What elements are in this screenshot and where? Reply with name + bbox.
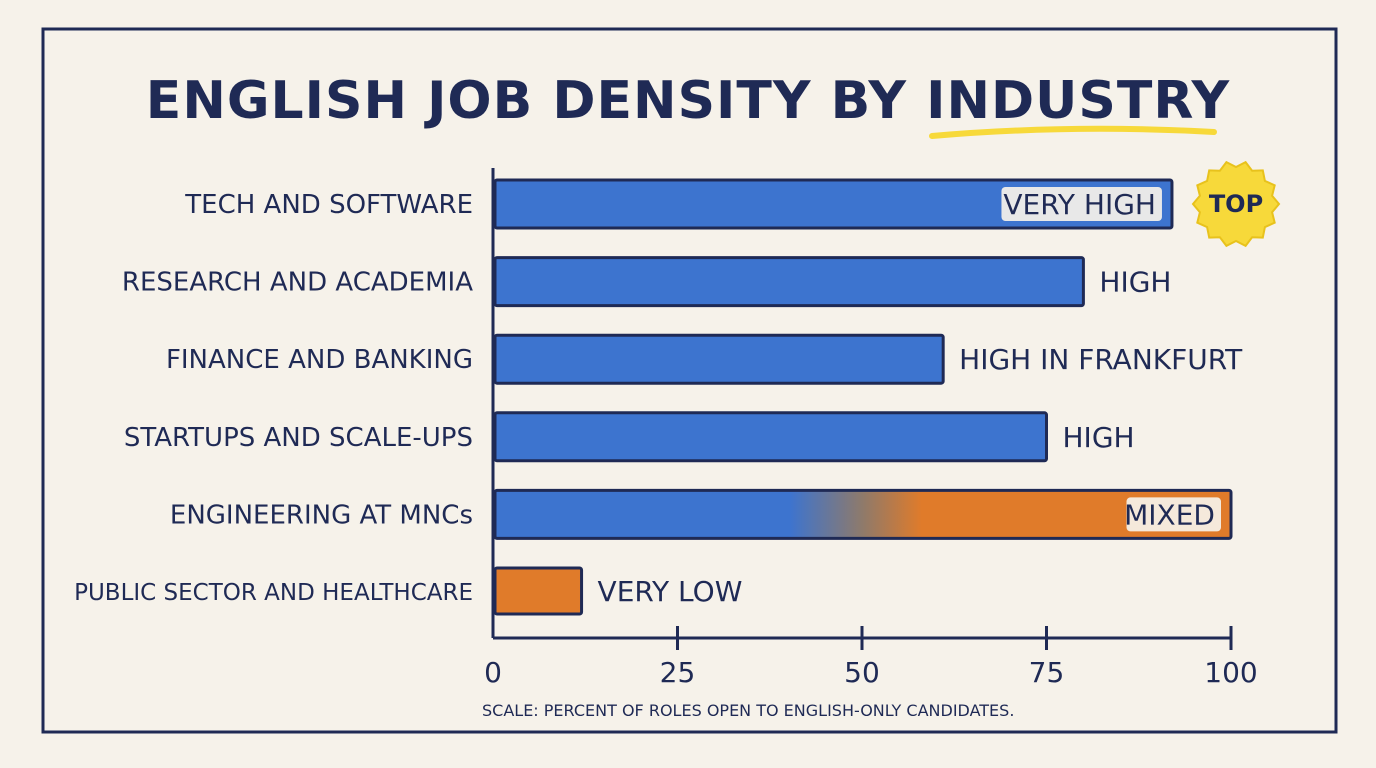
bar-value-label: HIGH IN FRANKFURT — [959, 343, 1243, 376]
bar-value-label: VERY HIGH — [1003, 188, 1156, 221]
category-label: PUBLIC SECTOR AND HEALTHCARE — [74, 580, 473, 606]
badge-starburst — [1191, 160, 1281, 248]
bar — [493, 256, 1085, 308]
x-tick-label: 25 — [660, 656, 696, 689]
x-tick-label: 75 — [1029, 656, 1065, 689]
bar-label-background — [1126, 497, 1221, 532]
footnote: SCALE: PERCENT OF ROLES OPEN TO ENGLISH-… — [482, 701, 1014, 720]
bar-value-label: HIGH — [1063, 421, 1135, 454]
x-tick-label: 50 — [844, 656, 880, 689]
bar-label-background — [1001, 187, 1162, 221]
bar-value-label: HIGH — [1099, 266, 1171, 299]
frame-border — [41, 27, 1338, 734]
badge-text: TOP — [1209, 190, 1263, 218]
x-tick-label: 0 — [484, 656, 502, 689]
bar — [493, 411, 1048, 463]
bar-value-label: MIXED — [1124, 498, 1215, 531]
category-label: TECH AND SOFTWARE — [184, 190, 473, 220]
bar — [493, 566, 584, 616]
bar — [493, 488, 1233, 540]
category-label: RESEARCH AND ACADEMIA — [122, 268, 473, 298]
bar-value-label: VERY LOW — [598, 575, 743, 608]
x-tick-label: 100 — [1204, 656, 1257, 689]
title-highlight-underline — [929, 125, 1217, 139]
category-label: ENGINEERING AT MNCs — [170, 500, 473, 530]
category-label: STARTUPS AND SCALE-UPS — [124, 423, 473, 453]
chart-title: ENGLISH JOB DENSITY BY INDUSTRY — [146, 71, 1231, 131]
category-label: FINANCE AND BANKING — [166, 345, 473, 375]
top-badge: TOP — [1191, 160, 1281, 248]
bar — [493, 333, 945, 385]
